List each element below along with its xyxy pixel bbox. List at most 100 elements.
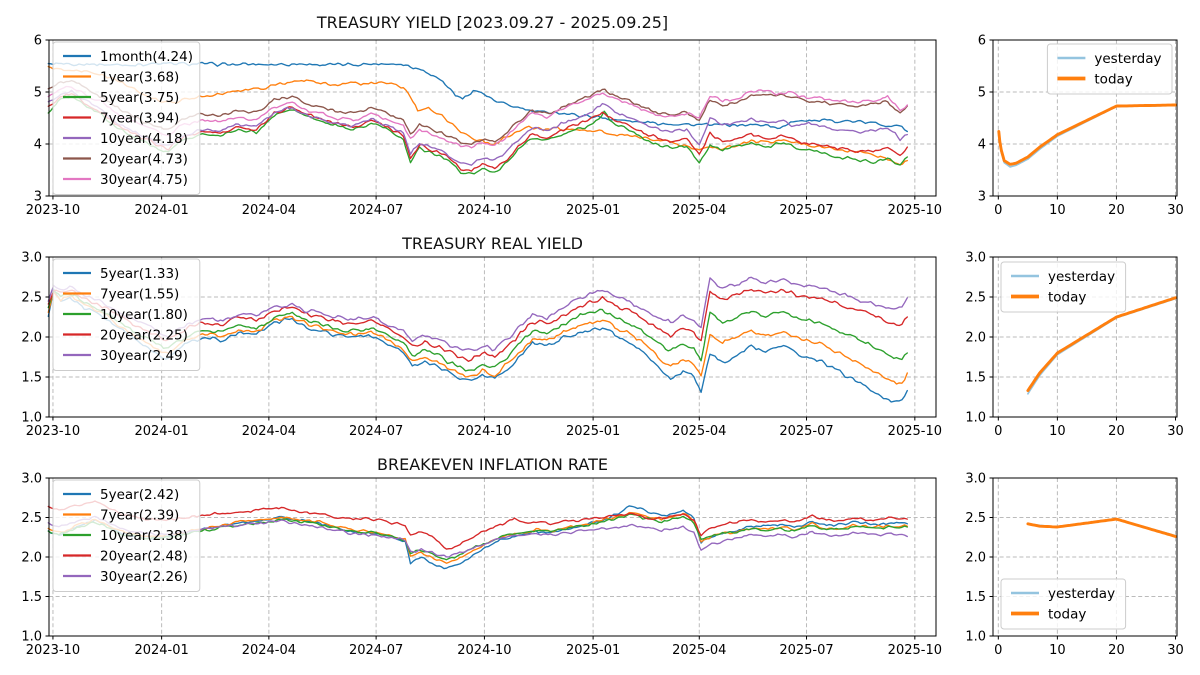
svg-text:2025-04: 2025-04	[672, 203, 726, 218]
svg-text:2023-10: 2023-10	[26, 643, 80, 658]
svg-text:2.5: 2.5	[21, 511, 42, 526]
svg-text:yesterday: yesterday	[1094, 51, 1161, 67]
svg-text:7year(1.55): 7year(1.55)	[100, 287, 179, 303]
svg-text:30: 30	[1167, 643, 1184, 658]
svg-text:2025-01: 2025-01	[566, 424, 620, 439]
svg-text:30: 30	[1167, 424, 1184, 439]
svg-text:20: 20	[1108, 424, 1125, 439]
svg-text:3.0: 3.0	[21, 472, 42, 487]
svg-text:2.0: 2.0	[21, 551, 42, 566]
svg-text:2.5: 2.5	[965, 291, 986, 306]
treasury-real-yield-curve-series-0	[1027, 297, 1177, 395]
svg-text:5: 5	[978, 86, 986, 101]
svg-text:2025-01: 2025-01	[566, 203, 620, 218]
svg-text:1month(4.24): 1month(4.24)	[100, 49, 193, 65]
treasury-real-yield-curve-series-1	[1026, 296, 1177, 393]
svg-text:2025-07: 2025-07	[779, 203, 833, 218]
svg-text:2024-07: 2024-07	[349, 203, 403, 218]
svg-text:10: 10	[1049, 643, 1066, 658]
svg-text:1.0: 1.0	[21, 411, 42, 426]
svg-text:0: 0	[994, 203, 1002, 218]
svg-text:yesterday: yesterday	[1048, 269, 1115, 285]
svg-text:10year(1.80): 10year(1.80)	[100, 307, 188, 323]
svg-text:20year(4.73): 20year(4.73)	[100, 152, 188, 168]
svg-text:1.5: 1.5	[965, 371, 986, 386]
svg-text:3: 3	[34, 190, 42, 205]
treasury-real-yield-curve-legend: yesterday today	[1000, 261, 1127, 313]
svg-text:20: 20	[1108, 203, 1125, 218]
treasury-yield-curve-legend: yesterday today	[1046, 43, 1173, 95]
breakeven-inflation-history: 2023-10 2024-01 2024-04 2024-07 2024-10 2025-…	[21, 472, 942, 659]
breakeven-inflation-history-legend: 5year(2.42) 7year(2.39) 10year(2.38) 20year…	[52, 479, 201, 592]
svg-text:2024-01: 2024-01	[134, 203, 188, 218]
svg-text:30: 30	[1167, 203, 1184, 218]
svg-text:6: 6	[978, 34, 986, 49]
svg-text:2024-10: 2024-10	[457, 424, 511, 439]
svg-text:30year(2.49): 30year(2.49)	[100, 348, 188, 364]
svg-text:2025-07: 2025-07	[779, 424, 833, 439]
svg-text:20year(2.48): 20year(2.48)	[100, 549, 188, 565]
svg-text:2024-10: 2024-10	[457, 203, 511, 218]
svg-text:2.5: 2.5	[21, 291, 42, 306]
svg-text:2.5: 2.5	[965, 511, 986, 526]
svg-text:2.0: 2.0	[965, 551, 986, 566]
svg-text:1.5: 1.5	[21, 371, 42, 386]
svg-text:2025-04: 2025-04	[672, 643, 726, 658]
svg-text:2024-01: 2024-01	[134, 424, 188, 439]
svg-text:3.0: 3.0	[21, 251, 42, 266]
svg-text:6: 6	[34, 34, 42, 49]
svg-text:2025-04: 2025-04	[672, 424, 726, 439]
svg-text:1.0: 1.0	[21, 630, 42, 645]
svg-text:5: 5	[34, 86, 42, 101]
breakeven-inflation-curve-series-1	[1026, 517, 1177, 538]
svg-text:2.0: 2.0	[21, 331, 42, 346]
svg-text:10year(2.38): 10year(2.38)	[100, 528, 188, 544]
svg-text:1.0: 1.0	[965, 411, 986, 426]
svg-text:2024-04: 2024-04	[242, 643, 296, 658]
svg-text:5year(3.75): 5year(3.75)	[100, 90, 179, 106]
treasury-real-yield-title: TREASURY REAL YIELD	[402, 234, 583, 253]
svg-text:5year(2.42): 5year(2.42)	[100, 487, 179, 503]
svg-text:10: 10	[1049, 424, 1066, 439]
svg-text:2023-10: 2023-10	[26, 203, 80, 218]
svg-text:10year(4.18): 10year(4.18)	[100, 131, 188, 147]
treasury-yield-history-legend: 1month(4.24) 1year(3.68) 5year(3.75) 7year(…	[52, 41, 201, 195]
svg-text:3: 3	[978, 190, 986, 205]
svg-text:1.5: 1.5	[21, 590, 42, 605]
svg-text:4: 4	[34, 138, 42, 153]
svg-text:2025-10: 2025-10	[888, 424, 942, 439]
svg-text:0: 0	[994, 424, 1002, 439]
treasury-yield-curve: 0 10 20 30 3 4 5 6 yesterday today	[978, 34, 1184, 219]
svg-text:0: 0	[994, 643, 1002, 658]
svg-text:2025-01: 2025-01	[566, 643, 620, 658]
svg-text:2025-07: 2025-07	[779, 643, 833, 658]
svg-text:20year(2.25): 20year(2.25)	[100, 328, 188, 344]
svg-text:today: today	[1094, 72, 1132, 88]
svg-text:1.5: 1.5	[965, 590, 986, 605]
svg-text:1.0: 1.0	[965, 630, 986, 645]
treasury-real-yield-history: 2023-10 2024-01 2024-04 2024-07 2024-10 2025-…	[21, 251, 942, 440]
svg-text:30year(2.26): 30year(2.26)	[100, 569, 188, 585]
svg-text:2.0: 2.0	[965, 331, 986, 346]
svg-text:7year(3.94): 7year(3.94)	[100, 111, 179, 127]
svg-text:2024-07: 2024-07	[349, 643, 403, 658]
treasury-real-yield-history-legend: 5year(1.33) 7year(1.55) 10year(1.80) 20year…	[52, 258, 201, 371]
svg-text:2024-10: 2024-10	[457, 643, 511, 658]
svg-text:2024-04: 2024-04	[242, 203, 296, 218]
svg-text:yesterday: yesterday	[1048, 586, 1115, 602]
svg-text:30year(4.75): 30year(4.75)	[100, 172, 188, 188]
treasury-yield-history: 2023-10 2024-01 2024-04 2024-07 2024-10 2025-…	[26, 34, 942, 219]
svg-text:7year(2.39): 7year(2.39)	[100, 508, 179, 524]
svg-text:today: today	[1048, 607, 1086, 623]
svg-text:10: 10	[1049, 203, 1066, 218]
svg-text:2025-10: 2025-10	[888, 643, 942, 658]
svg-text:2024-07: 2024-07	[349, 424, 403, 439]
breakeven-inflation-title: BREAKEVEN INFLATION RATE	[377, 455, 608, 474]
treasury-yield-title: TREASURY YIELD [2023.09.27 - 2025.09.25]	[316, 13, 669, 32]
svg-text:1year(3.68): 1year(3.68)	[100, 70, 179, 86]
svg-text:4: 4	[978, 138, 986, 153]
svg-text:2024-01: 2024-01	[134, 643, 188, 658]
breakeven-inflation-curve-legend: yesterday today	[1000, 578, 1127, 630]
breakeven-inflation-curve: 0 10 20 30 1.0 1.5 2.0 2.5 3.0 yesterday today	[965, 472, 1183, 659]
